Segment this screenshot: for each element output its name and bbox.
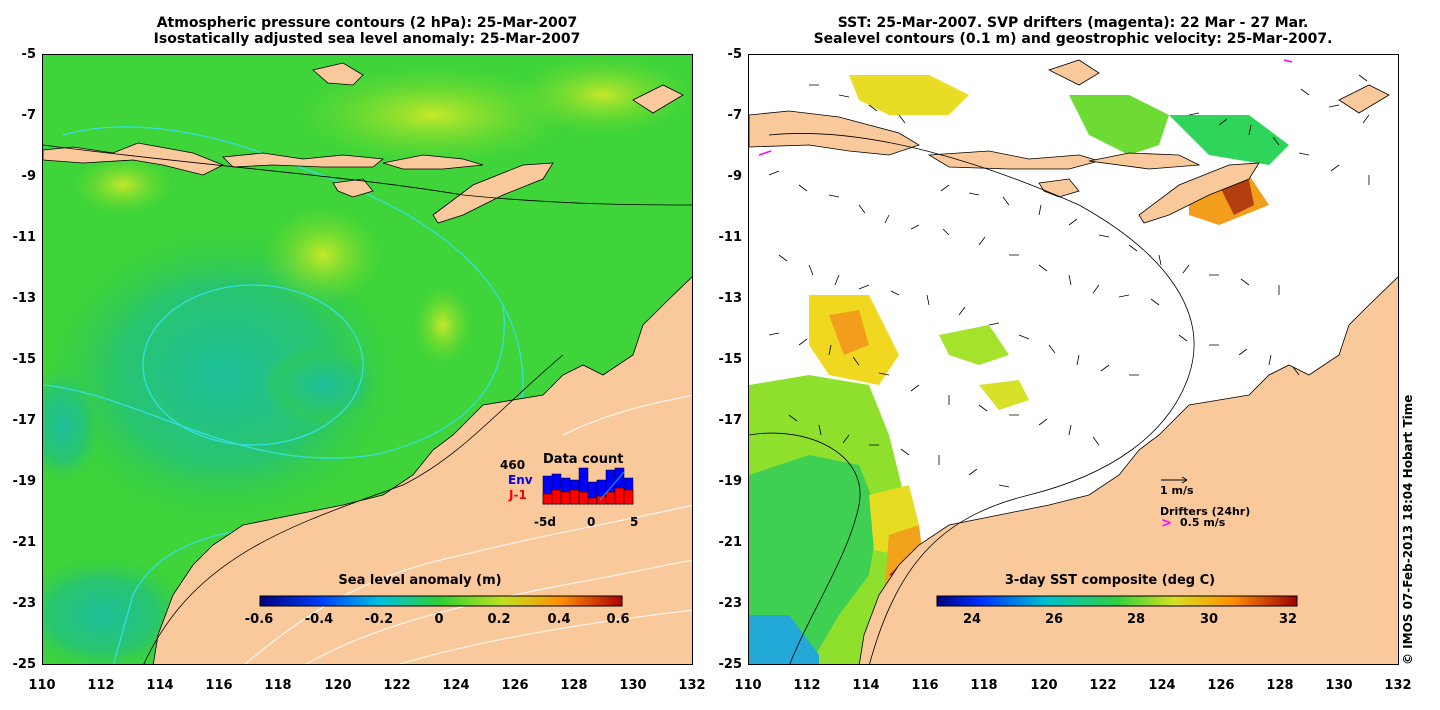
velocity-arrows <box>768 74 1370 488</box>
right-map[interactable] <box>748 54 1399 665</box>
data-count-xtick-5: 5 <box>630 515 639 529</box>
right-title-line1: SST: 25-Mar-2007. SVP drifters (magenta)… <box>837 15 1309 31</box>
right-ytick: -17 <box>718 413 743 428</box>
left-ytick: -23 <box>12 596 37 611</box>
right-cb-tick-2: 26 <box>1044 612 1064 627</box>
left-cb-tick-5: 0.2 <box>487 612 511 627</box>
left-xtick: 128 <box>560 678 588 693</box>
right-xtick: 130 <box>1325 678 1353 693</box>
right-cb-tick-4: 30 <box>1199 612 1219 627</box>
right-ytick: -13 <box>718 291 743 306</box>
right-xtick: 122 <box>1089 678 1117 693</box>
left-xtick: 112 <box>87 678 115 693</box>
right-ytick: -5 <box>727 47 742 62</box>
right-xtick: 124 <box>1148 678 1176 693</box>
drifters-marker: > <box>1161 516 1172 531</box>
right-xtick: 128 <box>1266 678 1294 693</box>
left-title-line1: Atmospheric pressure contours (2 hPa): 2… <box>156 15 578 31</box>
left-ytick: -15 <box>12 352 37 367</box>
right-xtick: 116 <box>911 678 939 693</box>
right-xtick: 132 <box>1384 678 1412 693</box>
data-count-title: Data count <box>543 452 624 467</box>
left-ytick: -19 <box>12 474 37 489</box>
right-ytick: -19 <box>718 474 743 489</box>
left-xtick: 114 <box>146 678 174 693</box>
left-xtick: 118 <box>264 678 292 693</box>
left-xtick: 124 <box>442 678 470 693</box>
left-cb-tick-4: 0 <box>434 612 444 627</box>
right-ytick: -15 <box>718 352 743 367</box>
right-ytick: -9 <box>727 169 742 184</box>
left-xtick: 120 <box>324 678 352 693</box>
left-xtick: 126 <box>501 678 529 693</box>
imos-credit: © IMOS 07-Feb-2013 18:04 Hobart Time <box>1401 394 1415 665</box>
left-colorbar-label: Sea level anomaly (m) <box>338 573 502 588</box>
right-ytick: -23 <box>718 596 743 611</box>
left-xtick: 132 <box>678 678 706 693</box>
left-map[interactable] <box>42 54 693 665</box>
data-count-j1-label: J-1 <box>509 488 527 502</box>
left-ytick: -13 <box>12 291 37 306</box>
left-ytick: -7 <box>21 108 36 123</box>
right-xtick: 110 <box>734 678 762 693</box>
right-ytick: -21 <box>718 535 743 550</box>
left-ytick: -21 <box>12 535 37 550</box>
sst-velocity-map <box>749 55 1398 664</box>
left-xtick: 122 <box>383 678 411 693</box>
left-ytick: -5 <box>21 47 36 62</box>
sea-level-colorbar <box>259 595 623 607</box>
right-ytick: -25 <box>718 657 743 672</box>
right-cb-tick-3: 28 <box>1126 612 1146 627</box>
right-xtick: 112 <box>793 678 821 693</box>
right-colorbar-label: 3-day SST composite (deg C) <box>1004 573 1216 588</box>
right-cb-tick-5: 32 <box>1278 612 1298 627</box>
sst-colorbar <box>936 595 1298 607</box>
left-cb-tick-3: -0.2 <box>364 612 394 627</box>
right-xtick: 120 <box>1030 678 1058 693</box>
right-xtick: 126 <box>1207 678 1235 693</box>
left-xtick: 110 <box>28 678 56 693</box>
data-count-xtick-0: 0 <box>587 515 596 529</box>
right-title-line2: Sealevel contours (0.1 m) and geostrophi… <box>813 31 1333 47</box>
sea-level-anomaly-map <box>43 55 692 664</box>
drifters-scale-label: 0.5 m/s <box>1180 516 1226 529</box>
data-count-env-label: Env <box>508 473 533 487</box>
right-ytick: -7 <box>727 108 742 123</box>
right-ytick: -11 <box>718 230 743 245</box>
data-count-xtick-neg5: -5d <box>534 515 556 529</box>
right-xtick: 118 <box>970 678 998 693</box>
left-cb-tick-6: 0.4 <box>547 612 571 627</box>
left-cb-tick-2: -0.4 <box>304 612 334 627</box>
right-cb-tick-1: 24 <box>962 612 982 627</box>
left-cb-tick-7: 0.6 <box>606 612 630 627</box>
left-ytick: -17 <box>12 413 37 428</box>
velocity-scale-arrow <box>1161 476 1188 484</box>
left-ytick: -25 <box>12 657 37 672</box>
data-count-bars <box>542 467 634 505</box>
left-xtick: 130 <box>619 678 647 693</box>
left-title-line2: Isostatically adjusted sea level anomaly… <box>153 31 581 47</box>
right-xtick: 114 <box>852 678 880 693</box>
velocity-scale-label: 1 m/s <box>1160 484 1194 497</box>
left-ytick: -9 <box>21 169 36 184</box>
left-xtick: 116 <box>205 678 233 693</box>
left-cb-tick-1: -0.6 <box>244 612 274 627</box>
data-count-total: 460 <box>500 458 526 472</box>
left-ytick: -11 <box>12 230 37 245</box>
drifters-title: Drifters (24hr) <box>1160 505 1251 518</box>
